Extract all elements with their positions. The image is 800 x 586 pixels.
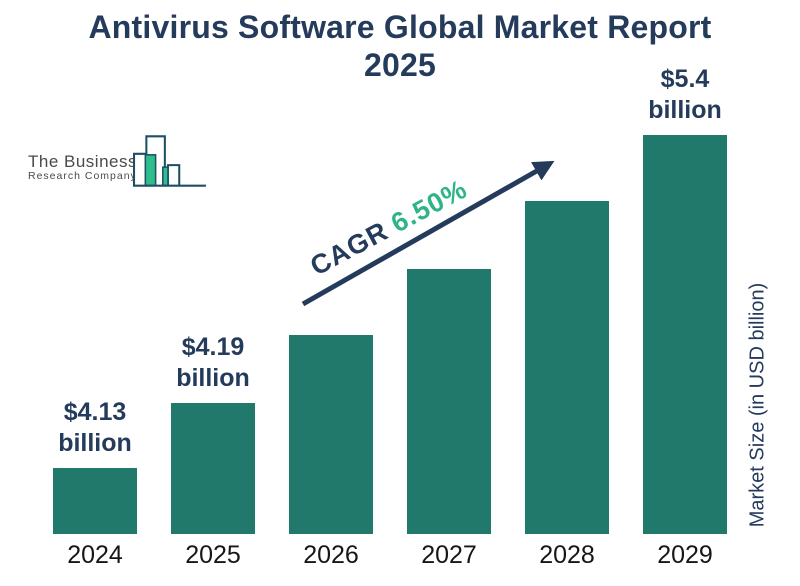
bar-column-2029: $5.4 billion 2029 (643, 0, 727, 572)
bar-column-2027: 2027 (407, 0, 491, 572)
bar-value-label-2025: $4.19 billion (176, 333, 250, 392)
bar-2025 (171, 403, 255, 534)
bar-column-2028: 2028 (525, 0, 609, 572)
bar-column-2026: 2026 (289, 0, 373, 572)
bar-2024 (53, 468, 137, 534)
page-title: Antivirus Software Global Market Report … (40, 8, 760, 84)
bar-column-2025: $4.19 billion 2025 (171, 0, 255, 572)
x-tick-label-2028: 2028 (539, 541, 595, 569)
x-tick-label-2026: 2026 (303, 541, 359, 569)
bar-value-label-2029: $5.4 billion (648, 65, 722, 124)
company-logo-text: The Business Research Company (28, 152, 137, 182)
bar-chart-logo-icon (133, 135, 206, 187)
company-logo: The Business Research Company (28, 133, 208, 191)
page-title-line2: 2025 (364, 47, 436, 83)
x-tick-label-2029: 2029 (657, 541, 713, 569)
bar-2026 (289, 335, 373, 534)
bar-2029 (643, 135, 727, 534)
bar-2027 (407, 269, 491, 534)
x-tick-label-2025: 2025 (185, 541, 241, 569)
x-tick-label-2027: 2027 (421, 541, 477, 569)
logo-name: The Business (28, 152, 137, 171)
page-title-line1: Antivirus Software Global Market Report (88, 9, 712, 45)
bar-value-label-2024: $4.13 billion (58, 398, 132, 457)
y-axis-label: Market Size (in USD billion) (746, 282, 769, 528)
logo-subname: Research Company (28, 169, 137, 182)
bar-2028 (525, 201, 609, 534)
x-tick-label-2024: 2024 (67, 541, 123, 569)
bar-column-2024: $4.13 billion 2024 (53, 0, 137, 572)
